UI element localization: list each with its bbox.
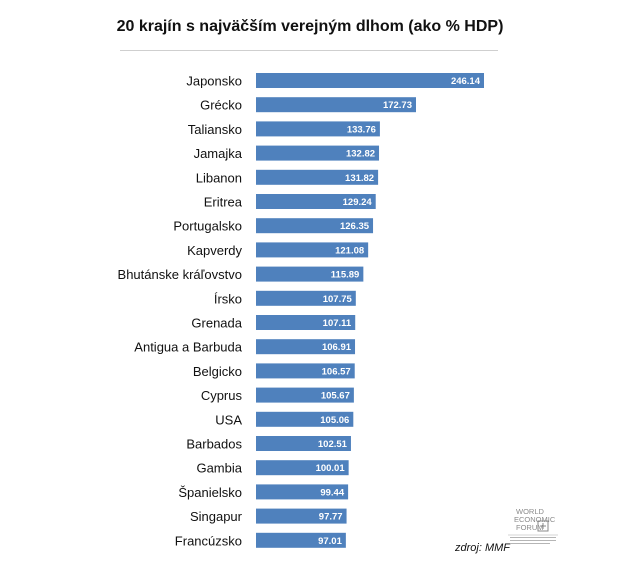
bar xyxy=(256,97,417,113)
bar-value-label: 107.75 xyxy=(323,294,353,305)
source-note: zdroj: MMF xyxy=(455,542,510,554)
chart-title: 20 krajín s najväčším verejným dlhom (ak… xyxy=(116,18,504,35)
category-label: Singapur xyxy=(190,509,243,524)
bar-value-label: 106.91 xyxy=(322,342,352,353)
bar xyxy=(256,169,379,185)
bar-value-label: 105.67 xyxy=(321,391,350,402)
bar-value-label: 97.77 xyxy=(319,512,343,523)
category-label: Gambia xyxy=(196,461,242,476)
svg-text:WORLD: WORLD xyxy=(516,507,545,516)
category-label: Taliansko xyxy=(188,122,242,137)
bar xyxy=(256,242,369,258)
category-label: Grécko xyxy=(200,98,242,113)
bar-value-label: 115.89 xyxy=(331,270,360,281)
world-economic-forum-logo-icon: WORLD ECONOMIC FORUM xyxy=(508,507,558,544)
bar-value-label: 102.51 xyxy=(318,439,348,450)
category-label: Španielsko xyxy=(178,485,242,500)
bar-value-label: 107.11 xyxy=(323,318,352,329)
bar xyxy=(256,145,380,161)
category-label: Francúzsko xyxy=(175,533,242,548)
category-label: Antigua a Barbuda xyxy=(134,340,242,355)
category-label: Jamajka xyxy=(194,146,243,161)
category-label: Írsko xyxy=(214,291,242,306)
category-label: Belgicko xyxy=(193,364,242,379)
bar-value-label: 133.76 xyxy=(347,124,376,135)
bar xyxy=(256,436,351,451)
title-divider xyxy=(120,50,498,51)
bar-value-label: 246.14 xyxy=(451,76,481,87)
bar-value-label: 106.57 xyxy=(322,366,351,377)
bar xyxy=(256,484,349,500)
bar-value-label: 172.73 xyxy=(383,100,412,111)
bar xyxy=(256,460,349,476)
bar xyxy=(256,218,374,234)
bar-value-label: 132.82 xyxy=(346,149,375,160)
category-label: Libanon xyxy=(196,170,242,185)
bar xyxy=(256,411,354,427)
category-label: Japonsko xyxy=(186,74,242,89)
bar xyxy=(256,508,347,524)
bar xyxy=(256,290,356,306)
svg-text:FORUM: FORUM xyxy=(516,523,544,532)
category-label: Kapverdy xyxy=(187,243,242,258)
bar xyxy=(256,121,380,137)
bar xyxy=(256,339,356,355)
category-label: Grenada xyxy=(191,316,242,331)
bar xyxy=(256,387,354,403)
bar xyxy=(256,363,355,379)
bar-value-label: 129.24 xyxy=(343,197,373,208)
category-label: Portugalsko xyxy=(173,219,242,234)
category-label: USA xyxy=(215,412,242,427)
bar-value-label: 126.35 xyxy=(340,221,370,232)
category-label: Barbados xyxy=(186,437,242,452)
bar-value-label: 105.06 xyxy=(320,415,349,426)
bar xyxy=(256,194,376,209)
bar xyxy=(256,532,346,548)
svg-text:ECONOMIC: ECONOMIC xyxy=(514,515,556,524)
bar xyxy=(256,266,364,282)
bar xyxy=(256,73,484,88)
category-label: Bhutánske kráľovstvo xyxy=(118,267,242,282)
bar xyxy=(256,315,356,330)
category-label: Cyprus xyxy=(201,388,243,403)
bar-value-label: 97.01 xyxy=(318,536,342,547)
bar-value-label: 100.01 xyxy=(316,463,346,474)
bar-value-label: 121.08 xyxy=(335,245,364,256)
category-label: Eritrea xyxy=(204,195,243,210)
bar-value-label: 99.44 xyxy=(320,487,344,498)
bar-value-label: 131.82 xyxy=(345,173,374,184)
